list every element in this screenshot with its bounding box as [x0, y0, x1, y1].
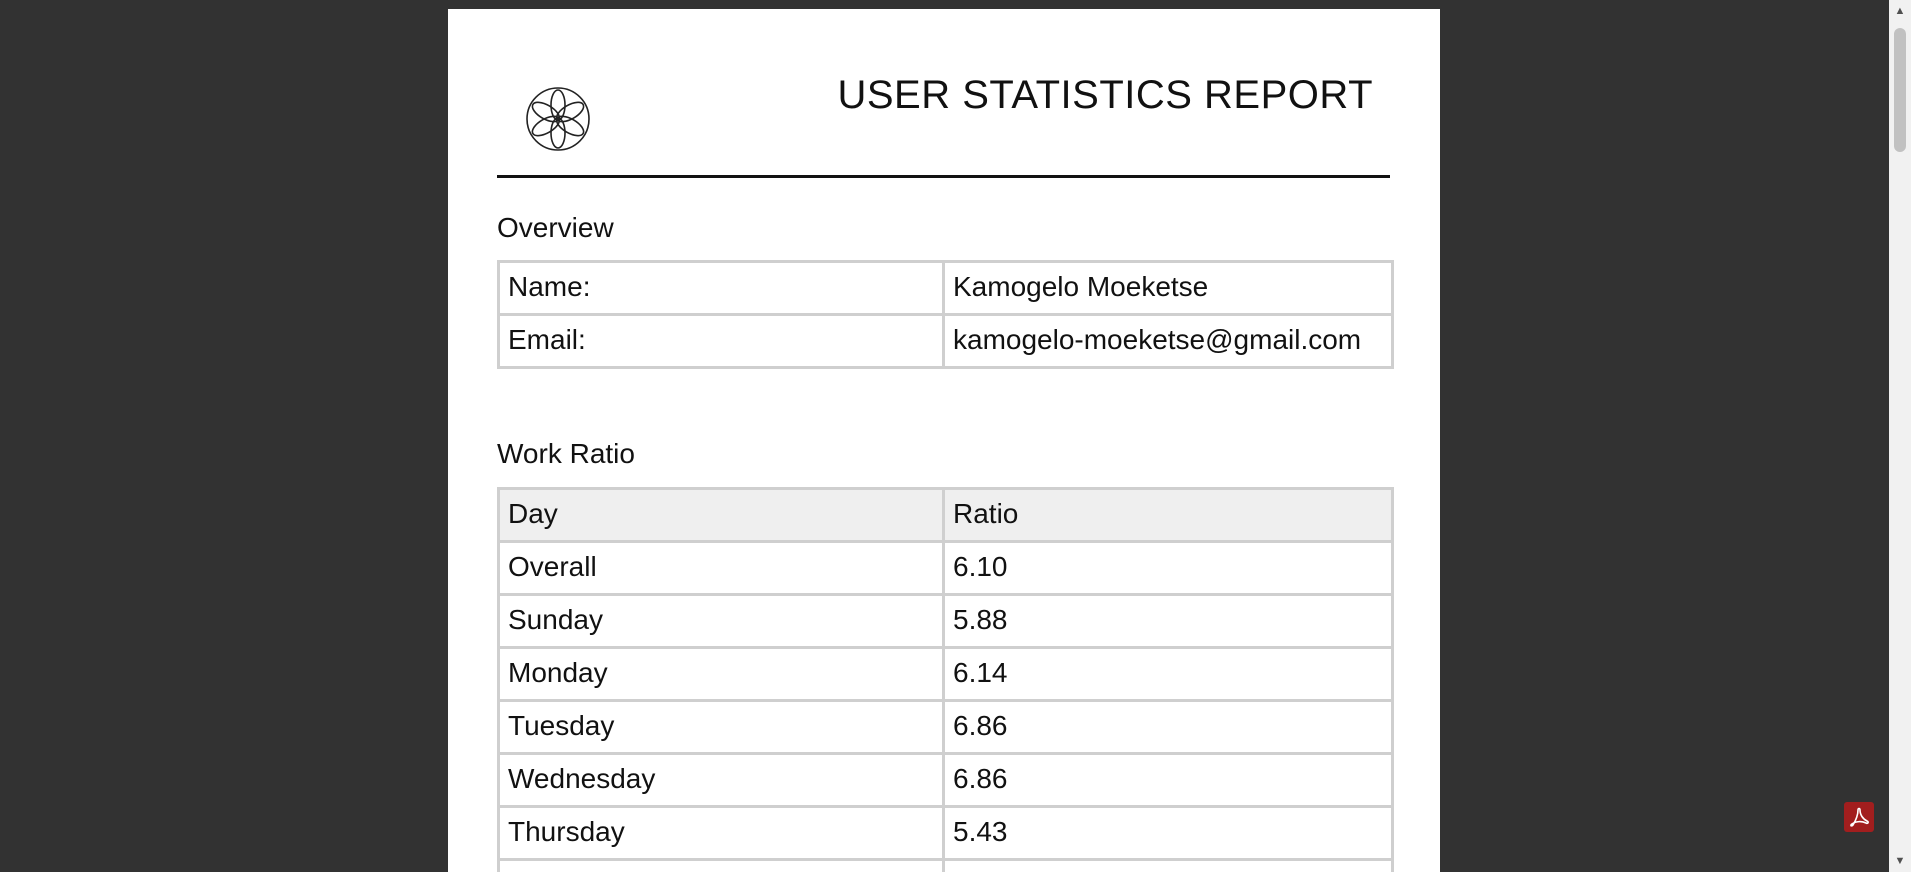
ratio-cell: 6.14 — [942, 646, 1394, 702]
overview-heading: Overview — [497, 212, 614, 243]
scrollbar-thumb[interactable] — [1894, 28, 1906, 152]
vertical-scrollbar[interactable]: ▲ ▼ — [1889, 0, 1911, 872]
table-row: Tuesday 6.86 — [497, 699, 1394, 755]
ratio-cell: 5.43 — [942, 805, 1394, 861]
ratio-cell — [942, 858, 1394, 872]
document-page: USER STATISTICS REPORT Overview Name: Ka… — [448, 9, 1440, 872]
table-row: Sunday 5.88 — [497, 593, 1394, 649]
ratio-cell: 5.88 — [942, 593, 1394, 649]
day-cell: Monday — [497, 646, 945, 702]
name-label: Name: — [497, 260, 945, 316]
day-cell: Wednesday — [497, 752, 945, 808]
scroll-down-arrow-icon[interactable]: ▼ — [1894, 855, 1906, 867]
ratio-cell: 6.86 — [942, 752, 1394, 808]
name-value: Kamogelo Moeketse — [942, 260, 1394, 316]
flower-logo-icon — [520, 81, 596, 157]
email-label: Email: — [497, 313, 945, 369]
table-row: Name: Kamogelo Moeketse — [497, 260, 1394, 316]
table-row: Monday 6.14 — [497, 646, 1394, 702]
ratio-cell: 6.86 — [942, 699, 1394, 755]
day-cell: Thursday — [497, 805, 945, 861]
scroll-up-arrow-icon[interactable]: ▲ — [1894, 5, 1906, 17]
table-row: Wednesday 6.86 — [497, 752, 1394, 808]
work-ratio-heading: Work Ratio — [497, 438, 635, 469]
work-ratio-table: Day Ratio Overall 6.10 Sunday 5.88 Monda… — [497, 487, 1394, 872]
table-header-row: Day Ratio — [497, 487, 1394, 543]
overview-table: Name: Kamogelo Moeketse Email: kamogelo-… — [497, 260, 1394, 369]
pdf-icon[interactable] — [1844, 802, 1874, 832]
day-cell: Sunday — [497, 593, 945, 649]
column-header-ratio: Ratio — [942, 487, 1394, 543]
column-header-day: Day — [497, 487, 945, 543]
ratio-cell: 6.10 — [942, 540, 1394, 596]
header-divider — [497, 175, 1390, 178]
day-cell — [497, 858, 945, 872]
day-cell: Overall — [497, 540, 945, 596]
table-row: Thursday 5.43 — [497, 805, 1394, 861]
table-row: Overall 6.10 — [497, 540, 1394, 596]
report-title: USER STATISTICS REPORT — [837, 73, 1373, 117]
table-row — [497, 858, 1394, 872]
email-value: kamogelo-moeketse@gmail.com — [942, 313, 1394, 369]
day-cell: Tuesday — [497, 699, 945, 755]
table-row: Email: kamogelo-moeketse@gmail.com — [497, 313, 1394, 369]
